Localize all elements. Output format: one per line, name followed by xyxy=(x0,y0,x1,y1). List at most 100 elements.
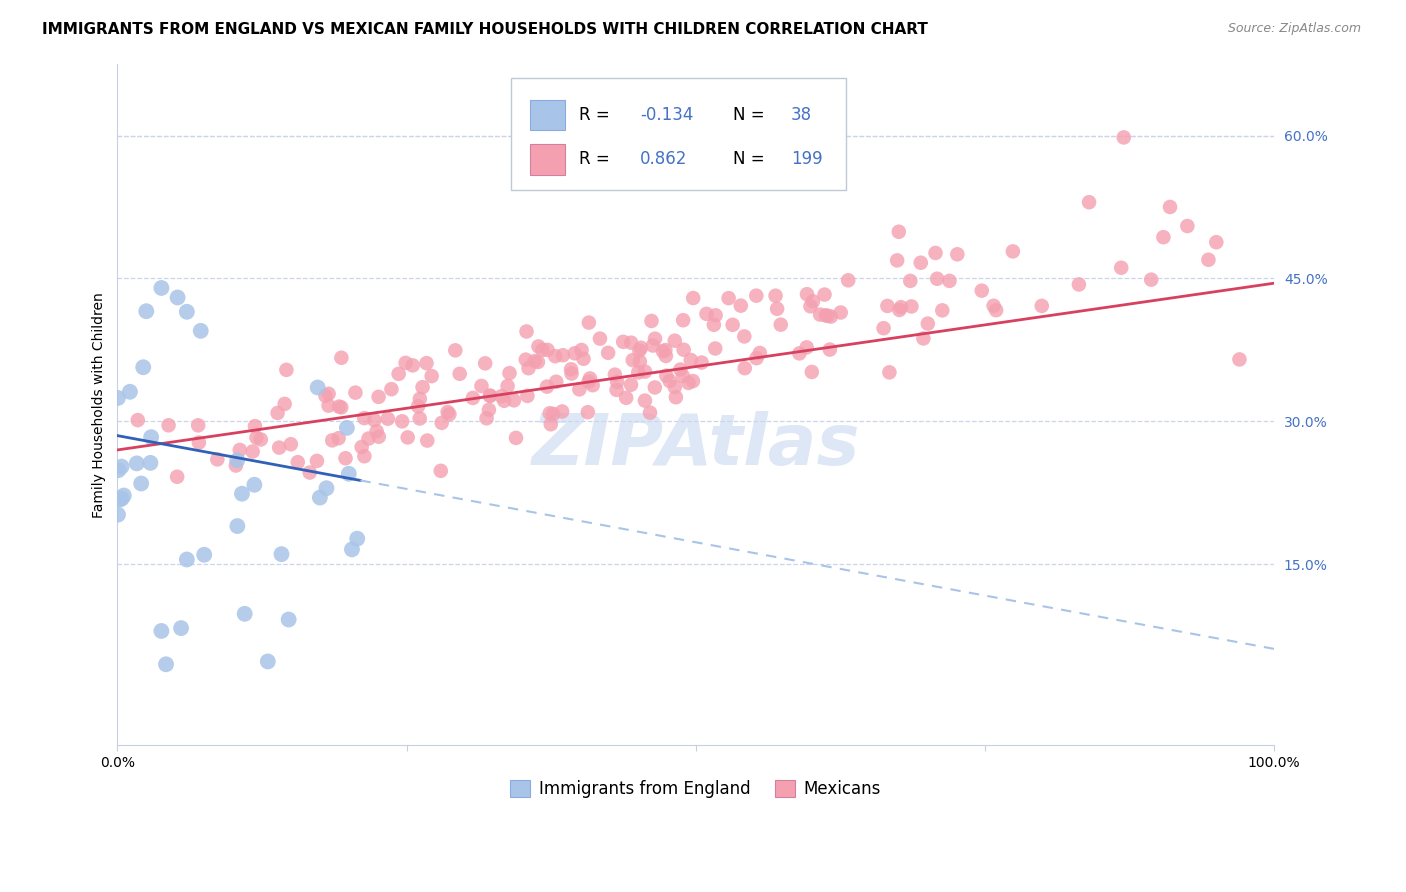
Point xyxy=(830,305,852,319)
Point xyxy=(269,441,291,455)
Point xyxy=(640,314,662,328)
Text: 38: 38 xyxy=(790,106,811,124)
Point xyxy=(531,343,554,357)
Point xyxy=(621,353,644,368)
Point xyxy=(536,343,558,357)
Point xyxy=(734,361,756,376)
Point xyxy=(672,343,695,357)
Point xyxy=(796,340,818,354)
Point xyxy=(983,299,1005,313)
Point xyxy=(449,367,471,381)
Point xyxy=(536,379,558,393)
Point xyxy=(498,366,520,380)
Point xyxy=(478,402,501,417)
Point xyxy=(416,434,439,448)
Point xyxy=(665,390,688,404)
Point xyxy=(266,406,288,420)
Point xyxy=(108,492,131,507)
Point xyxy=(474,356,496,370)
Point xyxy=(644,332,666,346)
Point xyxy=(366,424,388,438)
Point xyxy=(837,273,859,287)
Point xyxy=(538,406,561,420)
Point xyxy=(872,321,894,335)
Point xyxy=(579,371,602,385)
Point xyxy=(318,386,340,401)
Text: ZIPAtlas: ZIPAtlas xyxy=(531,411,860,480)
Point xyxy=(409,392,432,406)
Point xyxy=(439,407,461,421)
Point xyxy=(664,380,686,394)
Text: R =: R = xyxy=(579,106,610,124)
Text: R =: R = xyxy=(579,151,610,169)
Point xyxy=(946,247,969,261)
Point xyxy=(544,349,567,363)
Point xyxy=(470,379,492,393)
Point xyxy=(630,341,652,355)
FancyBboxPatch shape xyxy=(510,78,846,190)
Point xyxy=(515,325,537,339)
Point xyxy=(576,405,599,419)
Point xyxy=(678,376,700,390)
Point xyxy=(651,344,673,359)
Point xyxy=(491,389,513,403)
Point xyxy=(176,305,198,319)
Point xyxy=(641,338,664,352)
Point xyxy=(110,459,132,474)
Point xyxy=(335,451,357,466)
Point xyxy=(546,375,568,389)
Point xyxy=(638,406,661,420)
Point xyxy=(970,284,993,298)
Point xyxy=(721,318,744,332)
Point xyxy=(813,287,835,301)
FancyBboxPatch shape xyxy=(530,100,565,130)
Point xyxy=(917,317,939,331)
Point xyxy=(242,444,264,458)
Point xyxy=(176,552,198,566)
Point xyxy=(276,363,298,377)
Point xyxy=(380,382,402,396)
Point xyxy=(886,253,908,268)
Point xyxy=(523,354,546,368)
Point xyxy=(273,397,295,411)
Point xyxy=(1159,200,1181,214)
Point xyxy=(598,346,620,360)
Point xyxy=(314,389,336,403)
Point xyxy=(107,508,129,522)
Y-axis label: Family Households with Children: Family Households with Children xyxy=(93,292,107,517)
Point xyxy=(298,466,321,480)
Point xyxy=(315,481,337,495)
Point xyxy=(814,309,837,323)
Point xyxy=(270,547,292,561)
Point xyxy=(984,303,1007,318)
Point xyxy=(155,657,177,672)
Point xyxy=(748,346,770,360)
Point xyxy=(634,393,657,408)
Point xyxy=(139,430,162,444)
Point xyxy=(337,467,360,481)
Point xyxy=(898,274,921,288)
Point xyxy=(614,391,637,405)
Point xyxy=(1067,277,1090,292)
Point xyxy=(704,342,727,356)
Point xyxy=(415,356,437,370)
Point xyxy=(628,343,651,358)
Point xyxy=(745,288,768,302)
Point xyxy=(496,379,519,393)
Point xyxy=(406,399,429,413)
Point xyxy=(516,389,538,403)
Point xyxy=(436,405,458,419)
Point xyxy=(127,413,149,427)
Point xyxy=(367,390,389,404)
Point xyxy=(307,380,329,394)
Point xyxy=(730,299,752,313)
Point xyxy=(353,449,375,463)
Text: N =: N = xyxy=(733,151,765,169)
Point xyxy=(321,434,343,448)
Point xyxy=(627,366,650,380)
Point xyxy=(353,411,375,425)
Point xyxy=(800,365,823,379)
Point xyxy=(107,463,129,477)
Point xyxy=(682,374,704,388)
Point xyxy=(243,477,266,491)
